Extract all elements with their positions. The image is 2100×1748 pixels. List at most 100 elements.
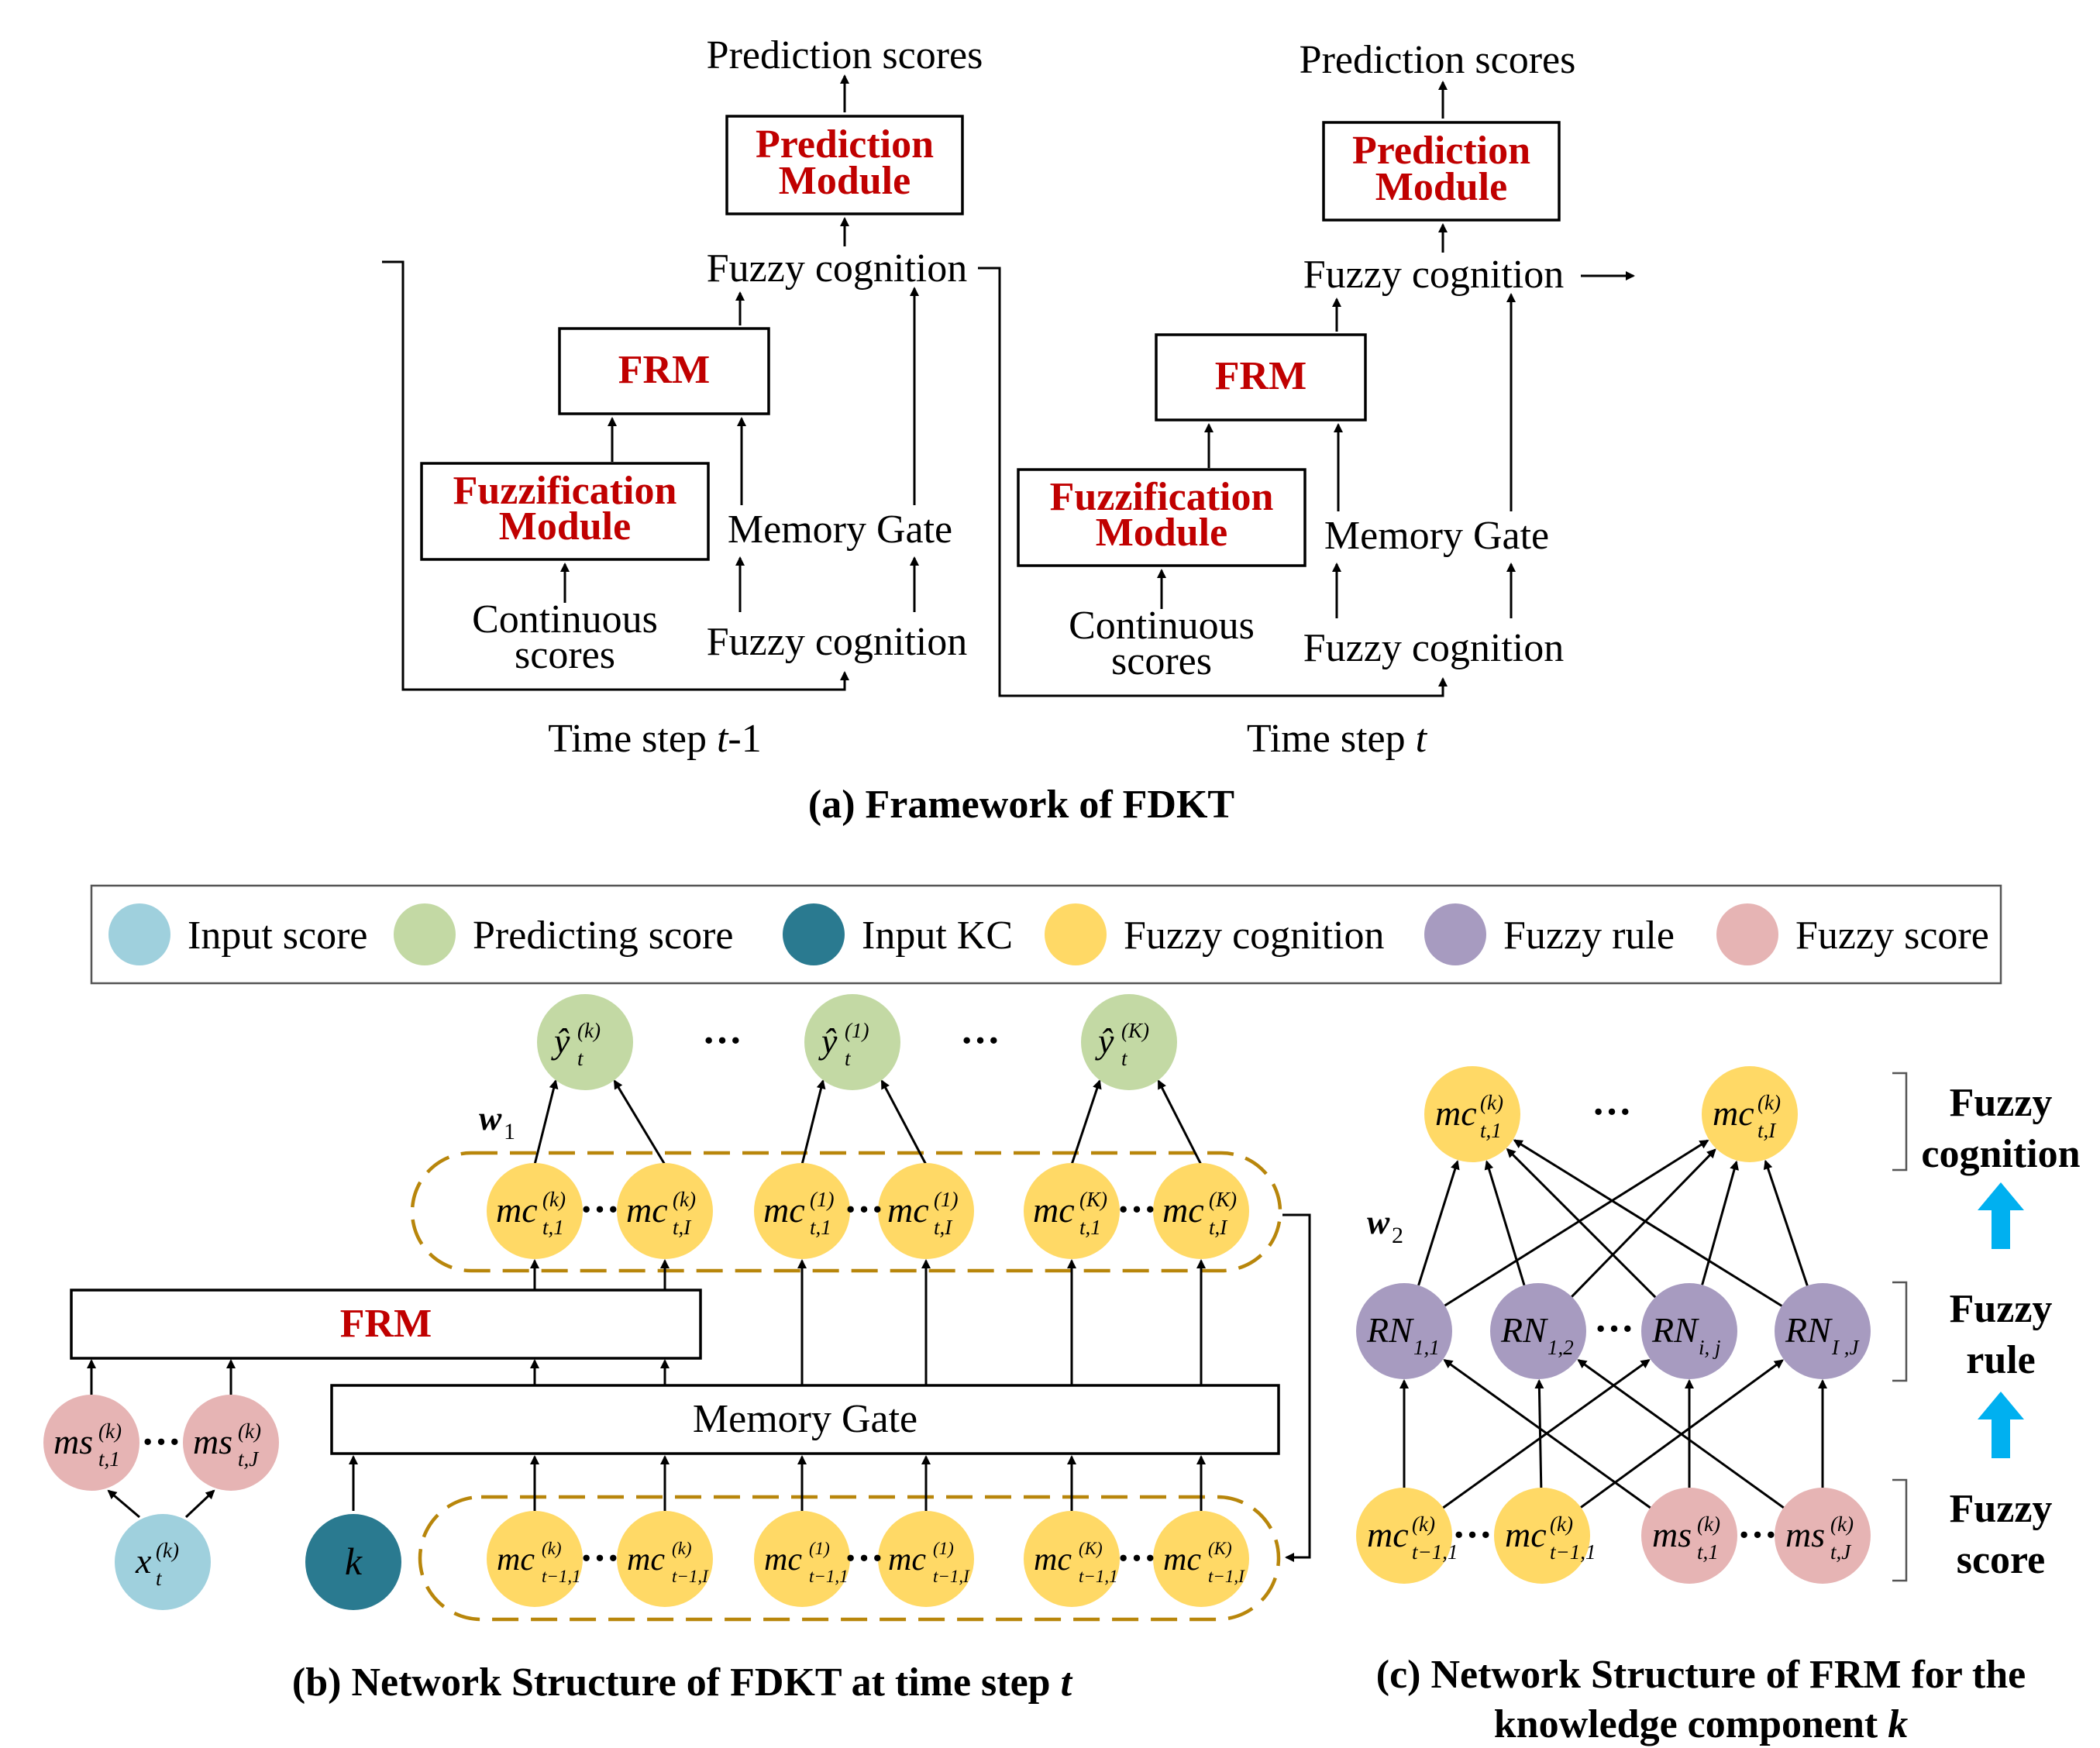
- label-superscript: (k): [1412, 1512, 1435, 1536]
- cognition-circle: [1424, 1066, 1520, 1162]
- level-bracket: [1892, 1072, 1908, 1172]
- label-superscript: (k): [542, 1188, 566, 1211]
- label-superscript: (K): [1208, 1539, 1232, 1558]
- label-subscript: t,1: [810, 1216, 831, 1239]
- fuzzy-rule-node: RN i, j: [1641, 1283, 1737, 1379]
- rule-label: RN I ,J: [1785, 1310, 1860, 1359]
- legend-item: Fuzzy rule: [1424, 903, 1675, 965]
- fuzzy-score-node: ms (k) t,J: [1775, 1488, 1871, 1584]
- time-step-right-label: Time step t: [1247, 717, 1428, 761]
- label-base: mc: [1033, 1190, 1075, 1230]
- prediction-circle: [537, 994, 633, 1090]
- fuzzy-cognition-input-label: Fuzzy cognition: [1303, 626, 1565, 670]
- label-subscript: t,J: [238, 1447, 260, 1471]
- legend-label: Fuzzy score: [1795, 914, 1989, 958]
- label-subscript: t,I: [673, 1216, 692, 1239]
- fuzzification-label-line2: Module: [1096, 511, 1227, 555]
- arrow-input-to-fuzzy-score: [184, 1489, 215, 1519]
- prediction-module-label-line1: Prediction: [756, 122, 934, 167]
- input-kc-circle: [305, 1514, 401, 1610]
- cognition-label: mc (k) t−1,1: [1505, 1512, 1596, 1564]
- cognition-node-bottom: mc (K) t−1,I: [1153, 1511, 1249, 1607]
- level-bracket: [1892, 1281, 1908, 1382]
- legend-items: Input score Predicting score Input KC Fuzzy…: [108, 903, 1989, 965]
- w2-subscript: 2: [1392, 1223, 1403, 1248]
- label-base: mc: [1367, 1515, 1409, 1554]
- ellipsis: ···: [960, 1019, 1000, 1063]
- fuzzy-score-node: ms (k) t,1: [1641, 1488, 1737, 1584]
- label-superscript: (1): [845, 1019, 869, 1042]
- fuzzy-score-circle: [183, 1395, 279, 1491]
- cognition-circle: [1153, 1511, 1249, 1607]
- fuzzy-score-circle: [1641, 1488, 1737, 1584]
- panel-c: mc (k)t,1 mc (k)t,I···RN 1,1 RN 1,2 RN i, j RN I ,…: [1356, 1066, 2081, 1746]
- panel-c-caption-line1: (c) Network Structure of FRM for the: [1376, 1653, 2026, 1697]
- rule-circle: [1356, 1283, 1452, 1379]
- label-base: mc: [1713, 1093, 1754, 1133]
- legend: Input score Predicting score Input KC Fuzzy…: [90, 884, 2002, 985]
- legend-label: Fuzzy cognition: [1124, 914, 1385, 958]
- legend-item: Predicting score: [394, 903, 733, 965]
- label-subscript: 1,1: [1413, 1336, 1440, 1359]
- cognition-label: mc (K) t−1,1: [1034, 1539, 1118, 1586]
- label-base: mc: [626, 1190, 668, 1230]
- label-superscript: (k): [98, 1419, 122, 1443]
- label-base: mc: [1034, 1542, 1072, 1578]
- fuzzy-rule-level-label: Fuzzy: [1950, 1287, 2053, 1331]
- label-base: mc: [496, 1190, 538, 1230]
- fuzzy-score-label: ms (k) t,J: [1785, 1512, 1854, 1564]
- arrow-score-to-rule: [1577, 1359, 1785, 1509]
- label-subscript: t: [1121, 1047, 1128, 1070]
- input-kc-label: k: [345, 1540, 363, 1583]
- legend-label: Predicting score: [473, 914, 733, 958]
- label-base: ms: [53, 1422, 93, 1461]
- fuzzy-cognition-node: mc (k) t,I: [1702, 1066, 1798, 1162]
- cognition-node-top: mc (k) t,I: [617, 1163, 713, 1259]
- arrow-rule-to-cognition: [1444, 1139, 1709, 1307]
- cognition-label: mc (1) t−1,I: [888, 1539, 970, 1586]
- cognition-circle: [617, 1163, 713, 1259]
- cognition-node-top: mc (1) t,1: [754, 1163, 850, 1259]
- label-base: ŷ: [818, 1021, 838, 1061]
- continuous-scores-line1: Continuous: [1069, 604, 1255, 648]
- prediction-scores-label: Prediction scores: [1300, 38, 1576, 82]
- cognition-circle: [754, 1163, 850, 1259]
- cognition-circle: [1356, 1488, 1452, 1584]
- label-subscript: t−1,1: [1550, 1540, 1596, 1564]
- label-subscript: t−1,I: [672, 1567, 709, 1586]
- recurrent-connector-middle: [978, 267, 1448, 697]
- label-subscript: t,I: [1209, 1216, 1228, 1239]
- cognition-node-bottom: mc (k) t−1,1: [487, 1511, 583, 1607]
- cognition-node-bottom: mc (1) t−1,I: [878, 1511, 974, 1607]
- arrow-rule-to-cognition: [1513, 1139, 1783, 1307]
- label-superscript: (K): [1079, 1188, 1107, 1211]
- time-step-left-label: Time step t-1: [548, 717, 761, 761]
- cognition-label: mc (k) t,1: [496, 1188, 566, 1239]
- prediction-module-label-line1: Prediction: [1352, 129, 1530, 173]
- prediction-node: ŷ (1) t: [804, 994, 900, 1090]
- arrow-rule-to-cognition: [1417, 1160, 1460, 1286]
- label-subscript: t,1: [1079, 1216, 1101, 1239]
- continuous-scores-line2: scores: [515, 633, 615, 677]
- panel-c-caption-line2: knowledge component k: [1494, 1702, 1908, 1746]
- arrow-rule-to-cognition: [1763, 1159, 1809, 1286]
- continuous-scores-line2: scores: [1111, 639, 1212, 683]
- legend-swatch: [1424, 903, 1486, 965]
- label-base: RN: [1651, 1310, 1699, 1350]
- ellipsis: ···: [844, 1536, 884, 1581]
- cognition-circle: [878, 1163, 974, 1259]
- input-score-label: x (k) t: [135, 1539, 179, 1590]
- label-superscript: (K): [1209, 1188, 1237, 1211]
- fuzzy-score-circle: [1775, 1488, 1871, 1584]
- fuzzification-label-line2: Module: [499, 504, 631, 549]
- ellipsis: ···: [141, 1420, 181, 1464]
- fuzzy-score-circle: [43, 1395, 139, 1491]
- input-score-node: x (k) t: [115, 1514, 211, 1610]
- rule-label: RN 1,2: [1500, 1310, 1574, 1359]
- recurrent-connector-left: [382, 260, 849, 691]
- input-score-circle: [115, 1514, 211, 1610]
- memory-gate-box: [330, 1384, 1280, 1455]
- panel-a-left: Prediction scores Prediction Module Fuzz…: [382, 33, 983, 761]
- label-superscript: (k): [156, 1539, 179, 1562]
- ellipsis: ···: [844, 1188, 884, 1232]
